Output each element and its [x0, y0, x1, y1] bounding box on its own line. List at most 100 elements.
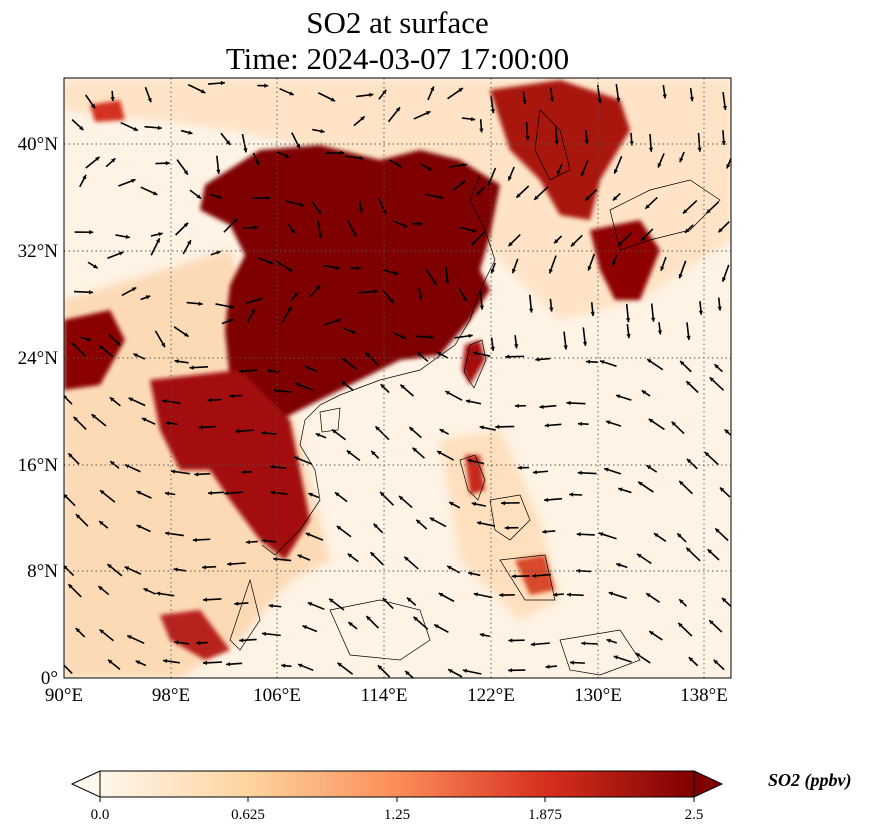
wind-arrow-head: [570, 242, 576, 247]
wind-arrow-head: [556, 170, 561, 176]
wind-arrow-head: [164, 491, 170, 496]
wind-arrow-head: [136, 490, 141, 495]
wind-arrow-head: [183, 222, 189, 228]
wind-arrow-head: [403, 223, 408, 228]
x-tick-label: 138°E: [680, 685, 728, 706]
wind-arrow-head: [264, 83, 269, 88]
wind-arrow-head: [726, 163, 731, 169]
wind-arrow-head: [371, 450, 376, 456]
wind-arrow-head: [640, 236, 646, 241]
wind-arrow-head: [718, 227, 723, 233]
wind-arrow-head: [530, 642, 535, 647]
wind-arrow-head: [227, 561, 232, 567]
wind-arrow-head: [366, 616, 371, 621]
wind-arrow-head: [545, 664, 550, 669]
wind-arrow-head: [479, 632, 485, 638]
wind-arrow-head: [295, 382, 300, 387]
wind-arrow-head: [412, 447, 417, 452]
wind-arrow-head: [646, 465, 652, 470]
wind-arrow-head: [359, 155, 364, 161]
wind-arrow-head: [549, 307, 554, 312]
wind-arrow-head: [217, 194, 222, 199]
wind-arrow-head: [216, 250, 221, 255]
wind-arrow-head: [490, 269, 495, 274]
wind-arrow-head: [207, 397, 212, 403]
wind-arrow-head: [436, 352, 442, 356]
wind-arrow-head: [460, 180, 466, 186]
wind-arrow-head: [270, 490, 275, 495]
wind-arrow-head: [641, 390, 647, 395]
wind-arrow-head: [657, 163, 662, 168]
wind-arrow-head: [679, 480, 684, 486]
wind-arrow-head: [405, 670, 410, 676]
wind-arrow-head: [544, 497, 549, 503]
wind-arrow-head: [606, 638, 611, 643]
wind-arrow-head: [447, 565, 452, 570]
wind-arrow-head: [329, 598, 334, 603]
wind-arrow-head: [188, 130, 193, 135]
colorbar-tick-label: 0.0: [90, 807, 110, 823]
wind-arrow-head: [511, 574, 516, 579]
colorbar-extend-high: [693, 770, 724, 798]
wind-arrow-head: [308, 492, 313, 497]
wind-arrow-head: [709, 377, 715, 382]
wind-arrow-head: [91, 414, 96, 419]
wind-arrow-head: [229, 393, 234, 399]
wind-arrow-head: [471, 228, 477, 233]
wind-arrow-head: [268, 260, 273, 265]
wind-arrow-head: [648, 418, 654, 423]
wind-arrow-head: [136, 524, 142, 529]
wind-arrow-head: [157, 125, 162, 130]
y-tick-label: 0°: [40, 668, 58, 689]
wind-arrow-head: [657, 330, 663, 335]
wind-arrow-head: [719, 487, 725, 492]
wind-arrow-head: [418, 221, 423, 226]
x-tick-label: 98°E: [151, 685, 191, 706]
wind-arrow-head: [194, 472, 199, 477]
wind-arrow-head: [68, 453, 73, 458]
colorbar-gradient: [100, 771, 694, 797]
wind-arrow-head: [417, 352, 422, 357]
wind-arrow-head: [569, 660, 574, 665]
wind-arrow-head: [584, 140, 589, 145]
wind-arrow-head: [133, 126, 138, 131]
wind-arrow-head: [733, 339, 737, 343]
wind-arrow-head: [165, 161, 170, 166]
wind-arrow-head: [626, 334, 631, 339]
wind-arrow-head: [465, 399, 471, 404]
wind-arrow-head: [535, 357, 540, 362]
wind-arrow-head: [430, 86, 435, 91]
wind-arrow-head: [131, 178, 136, 183]
wind-arrow-head: [336, 525, 342, 531]
wind-arrow-head: [529, 308, 534, 313]
wind-arrow-head: [590, 311, 595, 317]
wind-arrow-head: [487, 180, 492, 186]
wind-arrow-head: [347, 553, 353, 558]
wind-arrow-head: [553, 592, 558, 597]
wind-arrow-head: [307, 602, 313, 607]
wind-arrow-head: [688, 657, 694, 662]
wind-arrow-head: [635, 653, 641, 658]
wind-arrow-head: [258, 297, 263, 302]
wind-arrow-head: [90, 103, 96, 109]
wind-arrow-head: [107, 564, 112, 569]
so2-field: [64, 78, 737, 678]
wind-arrow-head: [234, 601, 239, 606]
colorbar-tick-label: 1.875: [528, 807, 562, 823]
wind-arrow-head: [79, 125, 84, 131]
wind-arrow-head: [471, 116, 476, 122]
wind-arrow-head: [539, 404, 544, 409]
wind-arrow-head: [715, 528, 720, 533]
wind-arrow-head: [156, 591, 161, 596]
wind-arrow-head: [228, 318, 234, 323]
wind-arrow-head: [462, 668, 468, 674]
wind-arrow-head: [241, 469, 246, 475]
wind-arrow-head: [287, 306, 292, 312]
wind-arrow-head: [389, 298, 394, 304]
wind-arrow-head: [516, 193, 521, 198]
wind-arrow-head: [64, 395, 67, 400]
colorbar: [70, 770, 724, 802]
wind-arrow-head: [586, 359, 591, 364]
wind-arrow-head: [196, 194, 202, 199]
wind-arrow-head: [330, 97, 336, 102]
